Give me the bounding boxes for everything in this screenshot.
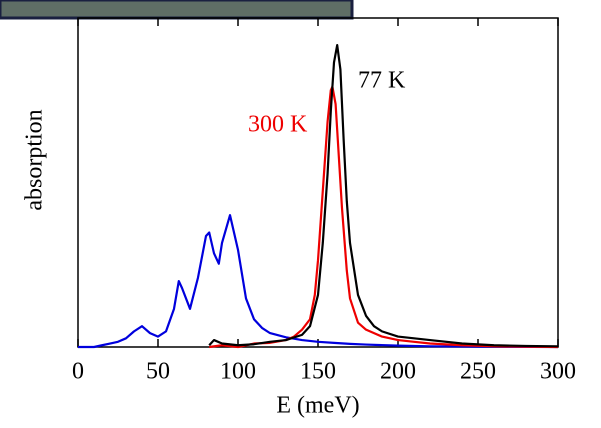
series-line (208, 44, 559, 348)
x-axis-label: E (meV) (276, 393, 359, 419)
x-tick-label: 300 (540, 359, 576, 385)
series-line (78, 214, 559, 349)
y-axis-label: absorption (22, 109, 48, 210)
x-tick-label: 100 (220, 359, 256, 385)
x-tick-label: 250 (460, 359, 496, 385)
series-label: 300 K (248, 112, 308, 138)
x-tick-label: 200 (380, 359, 416, 385)
inset-image (0, 0, 354, 20)
x-tick-label: 50 (146, 359, 170, 385)
series-label: 77 K (358, 68, 406, 94)
x-tick-label: 0 (72, 359, 84, 385)
x-tick-label: 150 (300, 359, 336, 385)
